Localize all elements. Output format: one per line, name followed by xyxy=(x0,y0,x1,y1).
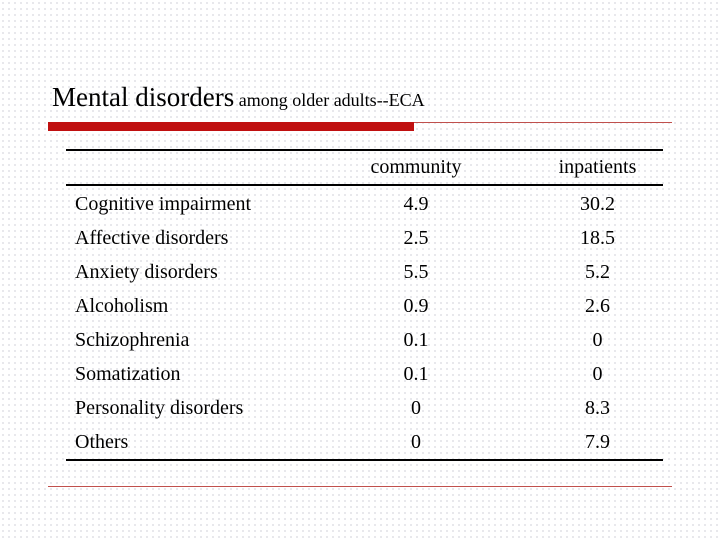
table-row: Others 0 7.9 xyxy=(66,425,663,459)
row-community-value: 0 xyxy=(411,396,421,419)
table-row: Personality disorders 0 8.3 xyxy=(66,391,663,425)
row-inpatients-value: 5.2 xyxy=(585,260,610,283)
title-accent-bar xyxy=(48,122,414,131)
row-label: Schizophrenia xyxy=(75,328,190,351)
row-label: Anxiety disorders xyxy=(75,260,218,283)
header-inpatients: inpatients xyxy=(558,156,637,178)
table-row: Anxiety disorders 5.5 5.2 xyxy=(66,255,663,289)
table-header-row: community inpatients xyxy=(66,151,663,186)
row-label: Others xyxy=(75,430,129,453)
row-community-value: 0.1 xyxy=(403,328,429,351)
row-community-value: 4.9 xyxy=(403,192,429,215)
row-community-value: 0.1 xyxy=(403,362,429,385)
table-body: Cognitive impairment 4.9 30.2 Affective … xyxy=(66,186,663,459)
row-inpatients-value: 0 xyxy=(592,362,603,385)
row-community-value: 0 xyxy=(411,430,421,453)
table-row: Affective disorders 2.5 18.5 xyxy=(66,221,663,255)
slide-title-subtitle: among older adults--ECA xyxy=(234,90,425,110)
footer-rule xyxy=(48,486,672,487)
row-inpatients-value: 8.3 xyxy=(585,396,610,419)
header-community: community xyxy=(370,156,462,178)
row-label: Cognitive impairment xyxy=(75,192,252,215)
row-label: Alcoholism xyxy=(75,294,169,317)
row-label: Affective disorders xyxy=(75,226,229,249)
slide-title-main: Mental disorders xyxy=(52,82,235,112)
row-label: Somatization xyxy=(75,362,181,385)
row-inpatients-value: 0 xyxy=(592,328,603,351)
row-community-value: 2.5 xyxy=(403,226,429,249)
row-community-value: 0.9 xyxy=(403,294,429,317)
table-row: Schizophrenia 0.1 0 xyxy=(66,323,663,357)
row-label: Personality disorders xyxy=(75,396,244,419)
row-inpatients-value: 18.5 xyxy=(580,226,615,249)
table-row: Somatization 0.1 0 xyxy=(66,357,663,391)
table-row: Cognitive impairment 4.9 30.2 xyxy=(66,187,663,221)
row-inpatients-value: 30.2 xyxy=(580,192,615,215)
slide-title: Mental disorders among older adults--ECA xyxy=(52,82,425,113)
row-community-value: 5.5 xyxy=(403,260,429,283)
row-inpatients-value: 2.6 xyxy=(585,294,610,317)
table-row: Alcoholism 0.9 2.6 xyxy=(66,289,663,323)
row-inpatients-value: 7.9 xyxy=(585,430,610,453)
data-table: community inpatients Cognitive impairmen… xyxy=(66,149,663,461)
